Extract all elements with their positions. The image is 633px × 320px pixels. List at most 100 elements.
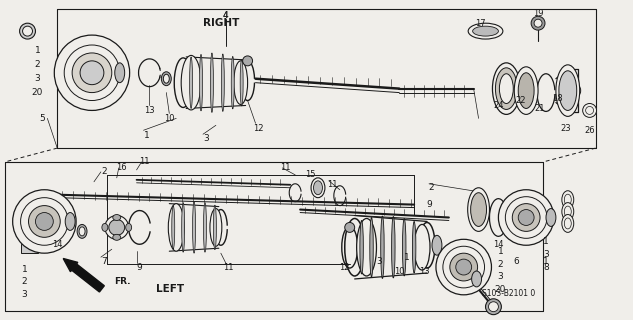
Text: 1: 1 xyxy=(144,131,149,140)
Text: 14: 14 xyxy=(52,240,63,249)
Circle shape xyxy=(531,16,545,30)
Text: 3: 3 xyxy=(498,272,503,282)
Ellipse shape xyxy=(234,61,248,105)
Circle shape xyxy=(534,19,542,27)
Ellipse shape xyxy=(115,63,125,83)
Ellipse shape xyxy=(199,54,203,111)
Ellipse shape xyxy=(113,214,121,220)
Circle shape xyxy=(20,23,35,39)
Ellipse shape xyxy=(163,74,169,83)
Ellipse shape xyxy=(565,206,571,217)
Text: 7: 7 xyxy=(101,257,107,266)
Circle shape xyxy=(456,259,472,275)
Text: 19: 19 xyxy=(533,9,543,18)
Circle shape xyxy=(242,56,253,66)
Text: 12: 12 xyxy=(339,263,350,272)
Text: 1: 1 xyxy=(22,265,27,274)
Ellipse shape xyxy=(240,60,243,106)
Text: 14: 14 xyxy=(493,240,504,249)
Ellipse shape xyxy=(126,223,132,231)
Ellipse shape xyxy=(510,212,517,223)
Text: 16: 16 xyxy=(116,164,127,172)
Text: 11: 11 xyxy=(139,157,150,166)
Text: 11: 11 xyxy=(327,180,337,189)
Ellipse shape xyxy=(472,271,482,287)
Circle shape xyxy=(586,107,594,114)
Circle shape xyxy=(582,103,596,117)
Ellipse shape xyxy=(222,54,224,111)
Ellipse shape xyxy=(356,219,377,276)
Text: 4: 4 xyxy=(223,11,229,20)
Circle shape xyxy=(28,206,60,237)
Text: 21: 21 xyxy=(535,104,545,113)
Text: 2: 2 xyxy=(101,167,107,176)
Circle shape xyxy=(436,239,491,295)
Circle shape xyxy=(64,45,120,100)
Text: 17: 17 xyxy=(475,19,486,28)
Ellipse shape xyxy=(565,194,571,205)
Text: 2: 2 xyxy=(35,60,41,69)
Text: S103-B2101 0: S103-B2101 0 xyxy=(482,289,535,298)
Ellipse shape xyxy=(168,204,184,251)
Circle shape xyxy=(498,190,554,245)
Ellipse shape xyxy=(210,53,213,112)
Ellipse shape xyxy=(468,23,503,39)
Ellipse shape xyxy=(514,67,538,114)
Ellipse shape xyxy=(508,209,518,227)
Ellipse shape xyxy=(403,219,406,276)
Ellipse shape xyxy=(231,56,234,109)
Text: LEFT: LEFT xyxy=(156,284,185,294)
Ellipse shape xyxy=(203,203,206,252)
Ellipse shape xyxy=(414,224,430,270)
Text: 18: 18 xyxy=(553,94,563,103)
Circle shape xyxy=(505,197,547,238)
Text: 10: 10 xyxy=(164,114,175,123)
Text: 12: 12 xyxy=(253,124,264,133)
Circle shape xyxy=(486,299,501,315)
Text: 1: 1 xyxy=(35,46,41,55)
Text: 5: 5 xyxy=(39,114,46,123)
Ellipse shape xyxy=(471,193,487,227)
Ellipse shape xyxy=(113,234,121,240)
Text: 9: 9 xyxy=(426,200,432,209)
Text: 11: 11 xyxy=(223,263,234,272)
Text: 10: 10 xyxy=(394,267,404,276)
Text: 4: 4 xyxy=(223,11,229,20)
Text: 3: 3 xyxy=(203,134,209,143)
Text: 3: 3 xyxy=(35,74,41,83)
Text: 1: 1 xyxy=(404,253,410,262)
Circle shape xyxy=(72,53,112,92)
Circle shape xyxy=(443,246,484,288)
Circle shape xyxy=(345,222,354,232)
Circle shape xyxy=(489,302,498,312)
Ellipse shape xyxy=(370,218,373,277)
Text: FR.: FR. xyxy=(114,277,130,286)
Ellipse shape xyxy=(392,217,395,278)
Ellipse shape xyxy=(565,218,571,229)
FancyArrow shape xyxy=(63,259,104,292)
Text: 3: 3 xyxy=(22,290,27,299)
Ellipse shape xyxy=(213,205,216,250)
Bar xyxy=(21,244,39,253)
Ellipse shape xyxy=(413,221,416,273)
Text: 13: 13 xyxy=(144,106,155,115)
Ellipse shape xyxy=(496,68,517,109)
Circle shape xyxy=(23,26,32,36)
Ellipse shape xyxy=(190,57,192,108)
Ellipse shape xyxy=(102,223,108,231)
Ellipse shape xyxy=(182,203,185,252)
Ellipse shape xyxy=(210,209,222,246)
Text: 3: 3 xyxy=(543,250,549,259)
Text: 9: 9 xyxy=(137,263,142,272)
Text: 26: 26 xyxy=(584,126,595,135)
Ellipse shape xyxy=(360,220,363,274)
Ellipse shape xyxy=(181,55,201,110)
Circle shape xyxy=(35,212,53,230)
Ellipse shape xyxy=(562,203,573,220)
Text: 15: 15 xyxy=(305,170,315,180)
Text: RIGHT: RIGHT xyxy=(203,18,239,28)
Ellipse shape xyxy=(562,191,573,209)
Text: 22: 22 xyxy=(515,96,525,105)
Ellipse shape xyxy=(473,26,498,36)
Ellipse shape xyxy=(65,212,75,230)
